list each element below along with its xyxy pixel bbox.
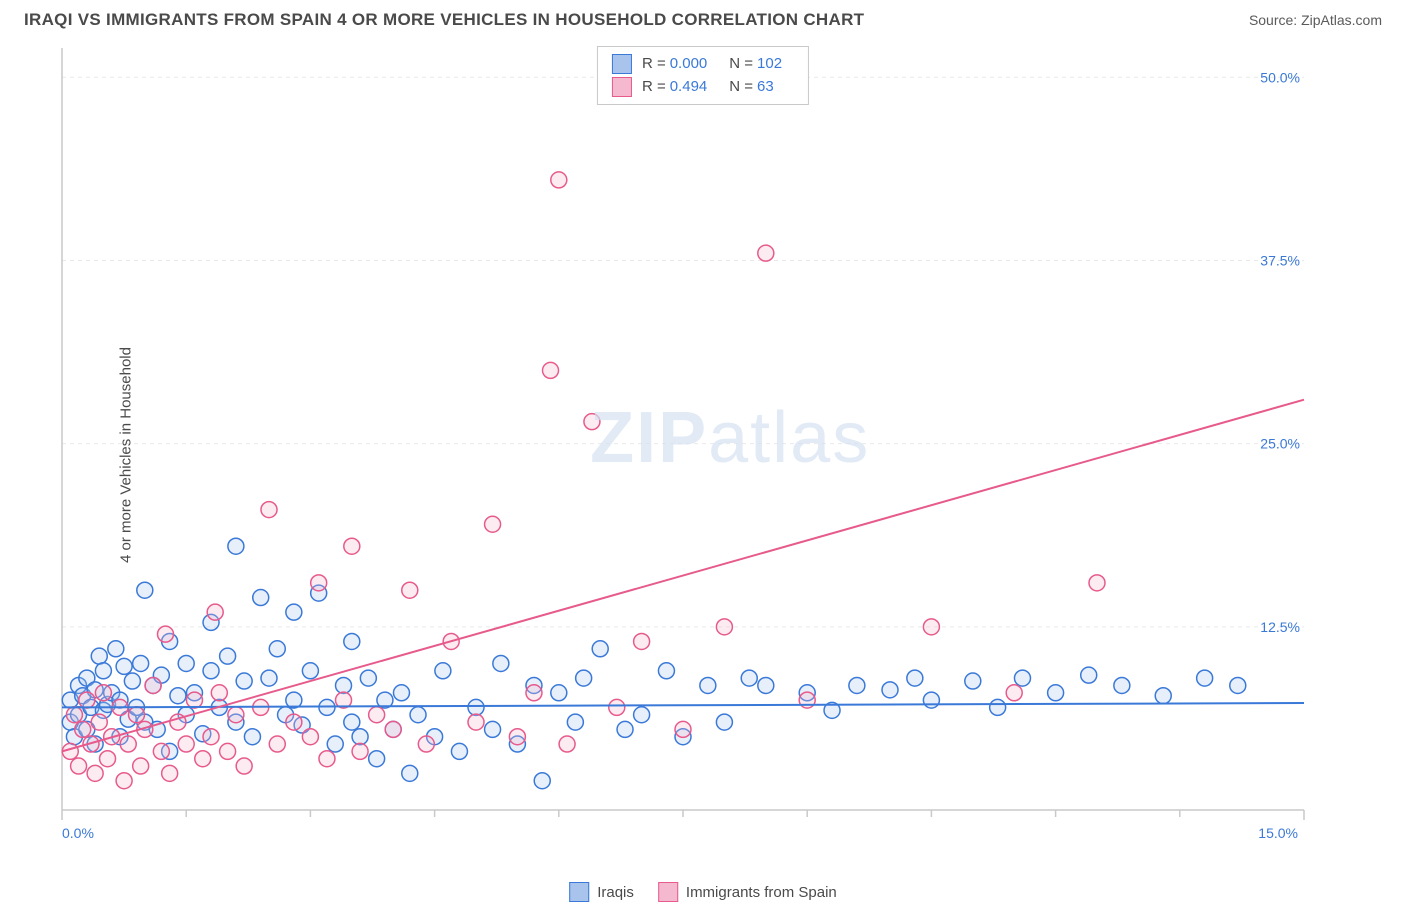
series-legend-item: Iraqis <box>569 882 634 902</box>
series-legend-item: Immigrants from Spain <box>658 882 837 902</box>
n-label: N =102 <box>729 53 794 76</box>
svg-text:12.5%: 12.5% <box>1260 619 1300 635</box>
svg-text:0.0%: 0.0% <box>62 825 94 841</box>
svg-text:15.0%: 15.0% <box>1258 825 1298 841</box>
r-label: R =0.000 <box>642 53 719 76</box>
chart-title: IRAQI VS IMMIGRANTS FROM SPAIN 4 OR MORE… <box>24 10 864 30</box>
correlation-legend-row: R =0.494 N =63 <box>612 76 794 99</box>
correlation-legend-row: R =0.000 N =102 <box>612 53 794 76</box>
chart-wrapper: 4 or more Vehicles in Household 0.0% 15.0… <box>24 40 1382 870</box>
chart-header: IRAQI VS IMMIGRANTS FROM SPAIN 4 OR MORE… <box>0 0 1406 36</box>
svg-text:50.0%: 50.0% <box>1260 69 1300 85</box>
legend-swatch <box>569 882 589 902</box>
legend-swatch <box>612 77 632 97</box>
series-legend: Iraqis Immigrants from Spain <box>569 882 837 902</box>
n-label: N =63 <box>729 76 785 99</box>
source-label: Source: ZipAtlas.com <box>1249 12 1382 28</box>
svg-text:37.5%: 37.5% <box>1260 252 1300 268</box>
legend-swatch <box>612 54 632 74</box>
svg-text:25.0%: 25.0% <box>1260 436 1300 452</box>
correlation-legend: R =0.000 N =102 R =0.494 N =63 <box>597 46 809 105</box>
y-axis-label: 4 or more Vehicles in Household <box>117 347 134 563</box>
series-legend-label: Iraqis <box>597 884 634 901</box>
legend-swatch <box>658 882 678 902</box>
series-legend-label: Immigrants from Spain <box>686 884 837 901</box>
r-label: R =0.494 <box>642 76 719 99</box>
scatter-chart-svg: 0.0% 15.0% 12.5% 25.0% 37.5% 50.0% <box>24 40 1324 870</box>
